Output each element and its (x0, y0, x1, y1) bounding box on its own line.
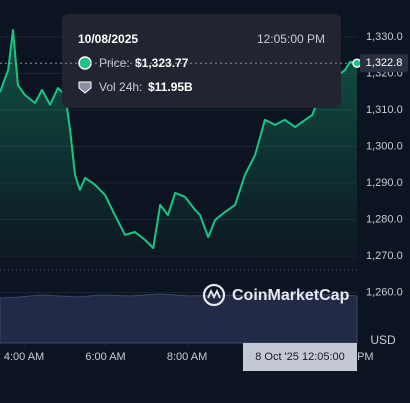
crosshair-label: 8 Oct '25 12:05:00 (255, 351, 345, 363)
x-tick-label: 4:00 AM (4, 351, 44, 363)
y-tick-label: 1,290.0 (366, 177, 403, 189)
volume-value: $11.95B (148, 80, 193, 94)
volume-icon (78, 81, 92, 94)
tooltip: 10/08/2025 12:05:00 PM Price: $1,323.77 … (62, 14, 341, 108)
crosshair-box (243, 343, 357, 371)
line-area (0, 30, 357, 270)
tooltip-time: 12:05:00 PM (257, 32, 325, 46)
watermark: CoinMarketCap (202, 283, 350, 307)
y-tick-label: 1,300.0 (366, 140, 403, 152)
y-tick-label: 1,260.0 (366, 286, 403, 298)
y-unit: USD (370, 333, 396, 347)
price-line (0, 29, 358, 249)
y-tick-label: 1,280.0 (366, 213, 403, 225)
price-label: Price: (99, 56, 130, 70)
volume-label: Vol 24h: (99, 80, 142, 94)
y-tick-label: 1,310.0 (366, 104, 403, 116)
y-tick-label: 1,270.0 (366, 250, 403, 262)
watermark-text: CoinMarketCap (232, 287, 350, 304)
x-tick-label: 6:00 AM (85, 351, 125, 363)
tooltip-box (62, 14, 341, 108)
tooltip-date: 10/08/2025 (78, 32, 138, 46)
y-tick-label: 1,330.0 (366, 31, 403, 43)
volume-area (0, 293, 358, 344)
x-tick-label: 8:00 AM (167, 351, 207, 363)
current-price-label: 1,322.8 (366, 57, 403, 69)
current-price-box (360, 54, 408, 73)
